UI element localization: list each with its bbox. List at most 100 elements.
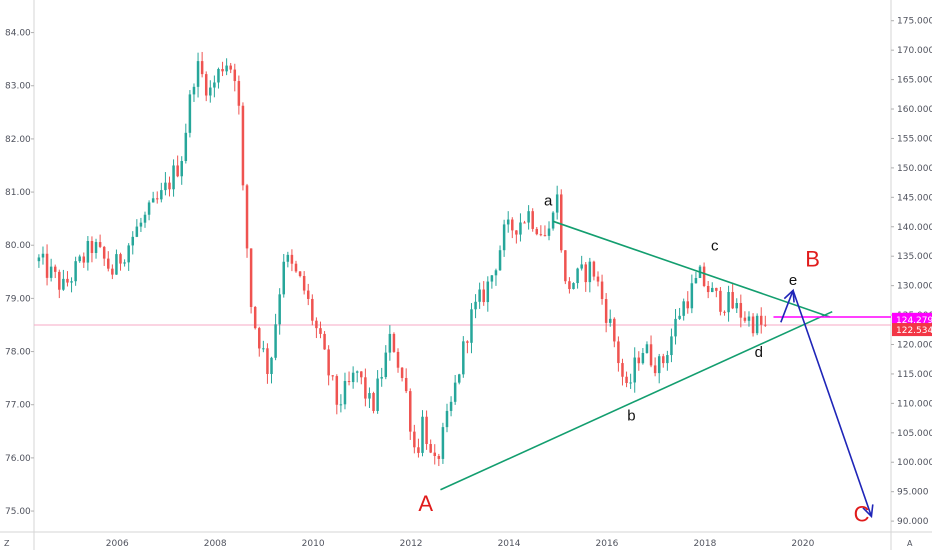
wave-label-d: d — [755, 344, 763, 361]
candle-body — [221, 68, 224, 72]
candle-body — [253, 306, 257, 329]
candle-body — [311, 298, 314, 321]
time-axis[interactable]: 2006 2008 2010 2012 2014 2016 2018 2020 Z A — [4, 539, 913, 549]
candle-body — [764, 324, 767, 326]
candle-body — [711, 287, 714, 293]
candle-body — [58, 271, 61, 290]
candle-body — [629, 382, 632, 384]
candle-body — [474, 301, 477, 310]
candle-body — [107, 258, 110, 269]
wave-label-C: C — [854, 502, 870, 527]
candle-body — [674, 318, 677, 337]
candle-body — [498, 250, 502, 271]
candle-body — [262, 348, 265, 350]
candle-body — [502, 224, 506, 251]
candle-body — [417, 447, 420, 453]
candle-body — [298, 271, 302, 277]
candle-body — [335, 376, 339, 405]
right-axis-tick-label: 105.000 — [897, 429, 932, 439]
candle-body — [384, 352, 388, 378]
candle-body — [564, 250, 567, 282]
candle-body — [111, 268, 114, 275]
candle-body — [409, 391, 412, 432]
candle-body — [670, 336, 673, 356]
left-axis-tick-label: 83.00 — [5, 82, 31, 92]
candle-body — [98, 242, 102, 247]
candle-body — [351, 372, 355, 383]
candle-body — [229, 65, 232, 70]
candle-body — [258, 328, 261, 349]
candle-body — [196, 61, 200, 87]
candle-body — [225, 65, 228, 72]
candle-body — [213, 82, 216, 88]
candle-body — [372, 393, 375, 411]
right-axis-tick-label: 120.000 — [897, 341, 932, 351]
drawing-overlays: a b c d e A B C — [418, 192, 891, 527]
candle-body — [694, 278, 698, 284]
candle-body — [453, 382, 457, 402]
candle-body — [233, 69, 237, 82]
candle-body — [560, 194, 563, 251]
candle-body — [209, 87, 212, 96]
candle-body — [445, 410, 449, 428]
candle-body — [478, 289, 481, 302]
candle-body — [441, 427, 445, 459]
candle-body — [62, 278, 65, 290]
candle-body — [759, 315, 763, 325]
right-axis-tick-label: 175.000 — [897, 17, 932, 27]
candle-body — [662, 356, 665, 364]
candle-body — [657, 356, 661, 374]
candle-body — [719, 290, 722, 312]
candle-body — [515, 230, 518, 235]
arrow-down-to-c-head — [862, 504, 874, 519]
left-axis-tick-label: 80.00 — [5, 241, 31, 251]
candle-body — [355, 371, 359, 373]
candle-body — [180, 160, 183, 177]
left-axis-tick-label: 78.00 — [5, 348, 31, 358]
candle-body — [319, 328, 322, 334]
candle-body — [143, 214, 147, 223]
candle-body — [572, 283, 575, 290]
candle-body — [66, 278, 69, 283]
candle-body — [429, 444, 432, 453]
right-axis-tick-label: 140.000 — [897, 223, 932, 233]
candle-body — [666, 355, 669, 364]
candle-body — [123, 262, 126, 264]
right-price-axis[interactable]: 175.000 170.000 165.000 160.000 155.000 150.0… — [891, 17, 932, 527]
candle-body — [200, 61, 204, 75]
candle-body — [547, 228, 551, 236]
candle-body — [376, 378, 379, 411]
right-axis-tick-label: 170.000 — [897, 46, 932, 56]
left-price-axis[interactable]: 84.00 83.00 82.00 81.00 80.00 79.00 78.00 77.00… — [5, 29, 34, 517]
time-axis-tick-label: 2020 — [791, 539, 814, 549]
candle-body — [315, 320, 318, 329]
time-axis-tick-label: 2018 — [693, 539, 716, 549]
candle-body — [249, 248, 253, 307]
candle-body — [576, 268, 579, 284]
candle-body — [347, 381, 351, 383]
left-axis-tick-label: 79.00 — [5, 294, 31, 304]
candle-body — [94, 242, 98, 253]
candle-body — [78, 256, 81, 262]
candle-body — [531, 211, 534, 229]
candle-body — [645, 344, 649, 353]
candle-body — [466, 341, 469, 343]
candle-body — [388, 333, 392, 353]
candle-body — [637, 357, 641, 364]
candle-body — [437, 456, 441, 459]
candle-body — [751, 316, 755, 334]
left-axis-tick-label: 75.00 — [5, 507, 31, 517]
candle-body — [327, 349, 330, 376]
candle-body — [486, 281, 490, 303]
candle-body — [127, 245, 130, 263]
candle-body — [139, 222, 143, 227]
candle-body — [392, 333, 396, 352]
candle-body — [160, 190, 163, 200]
candle-body — [37, 257, 41, 262]
wave-label-b: b — [627, 408, 635, 425]
candle-body — [86, 241, 90, 263]
candle-body — [506, 219, 510, 225]
candle-body — [237, 81, 241, 106]
candle-body — [74, 261, 77, 282]
